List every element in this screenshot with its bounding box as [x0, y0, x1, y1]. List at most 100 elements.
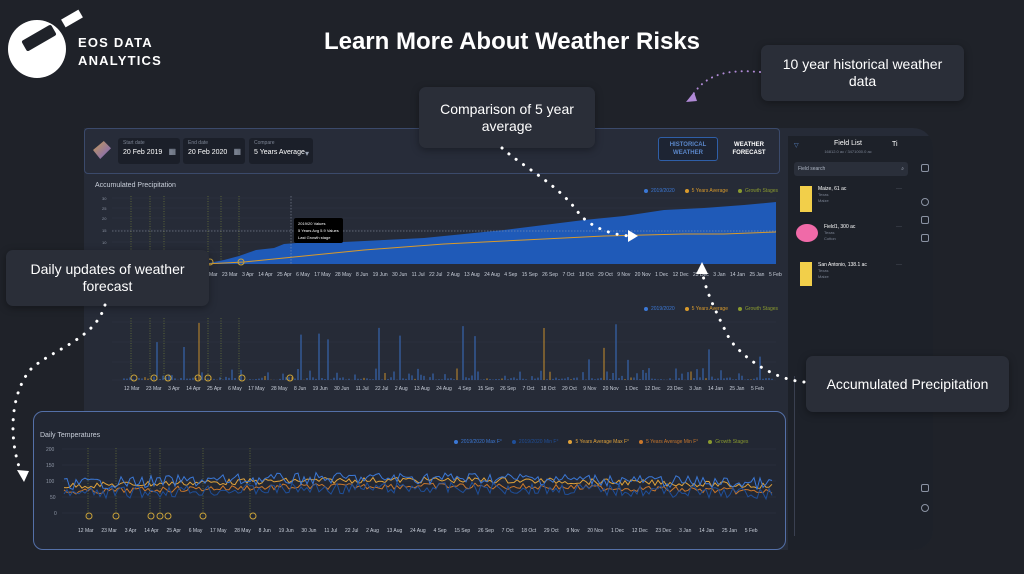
x-tick: 22 Jul: [375, 386, 389, 392]
y-tick: 30: [102, 196, 107, 201]
compare-label: Compare: [254, 140, 275, 146]
legend-item[interactable]: 2019/2020: [644, 306, 675, 312]
more-icon[interactable]: ···: [896, 262, 902, 268]
legend-item[interactable]: 2019/2020 Min F°: [511, 439, 558, 445]
x-tick: 11 Jul: [324, 528, 338, 534]
start-date-field[interactable]: Start date 20 Feb 2019 ▦: [118, 138, 180, 164]
x-tick: 23 Mar: [222, 272, 238, 278]
field-card[interactable]: Field1, 300 ac Texas Cotton: [796, 224, 910, 242]
x-tick: 14 Apr: [144, 528, 159, 534]
x-tick: 30 Jun: [301, 528, 317, 534]
historical-weather-button[interactable]: HISTORICAL WEATHER: [658, 137, 718, 161]
accumulated-precip-chart: 30 25 20 15 10 5: [102, 196, 777, 266]
x-tick: 1 Dec: [655, 272, 669, 278]
legend-item[interactable]: Growth Stages: [737, 188, 779, 194]
grid-icon[interactable]: [921, 234, 929, 242]
x-tick: 28 May: [271, 386, 288, 392]
field-list-title: Field List: [833, 140, 862, 147]
location-icon[interactable]: [921, 198, 929, 206]
legend-item[interactable]: 5 Years Average Max F°: [568, 439, 629, 445]
field-meta: Maize: [818, 274, 829, 279]
x-tick: 9 Nov: [617, 272, 631, 278]
y-tick: 50: [50, 495, 56, 501]
legend-item[interactable]: 5 Years Average: [684, 306, 728, 312]
layers-icon[interactable]: [921, 164, 929, 172]
legend-label: 2019/2020 Max F°: [461, 439, 502, 445]
field-list-subtitle: 16812.0 ac / 3471000.0 ac: [824, 149, 872, 154]
field-meta: Maize: [818, 198, 829, 203]
book-icon[interactable]: [921, 484, 929, 492]
x-tick: 18 Oct: [578, 272, 594, 278]
field-shape-rect: [800, 262, 812, 286]
end-date-field[interactable]: End date 20 Feb 2020 ▦: [183, 138, 245, 164]
x-tick: 23 Dec: [655, 528, 672, 534]
legend-label: 2019/2020: [651, 306, 675, 312]
field-search-input[interactable]: Field search ⌕: [794, 162, 908, 176]
x-tick: 5 Feb: [744, 528, 758, 534]
legend-dot: [644, 307, 648, 311]
search-icon: ⌕: [901, 166, 904, 172]
legend-item[interactable]: Growth Stages: [708, 439, 748, 445]
field-card[interactable]: San Antonio, 138.1 ac Texas Maize: [800, 262, 910, 286]
x-tick: 20 Nov: [634, 272, 651, 278]
legend-item[interactable]: Growth Stages: [737, 306, 778, 312]
legend-dot: [454, 440, 458, 444]
temperature-series-line: [63, 471, 773, 491]
filter-icon[interactable]: ▽: [794, 143, 799, 149]
bell-icon[interactable]: [921, 216, 929, 224]
x-tick: 18 Oct: [540, 386, 556, 392]
x-tick: 24 Aug: [484, 272, 500, 278]
x-tick: 24 Aug: [436, 386, 452, 392]
field-meta: Cotton: [824, 236, 836, 241]
x-tick: 5 Feb: [768, 272, 782, 278]
arrow-historical: [689, 70, 761, 101]
x-tick: 2 Aug: [446, 272, 460, 278]
legend-item[interactable]: 5 Years Average: [684, 188, 728, 194]
x-tick: 14 Apr: [186, 386, 201, 392]
arrowhead-accumulated: [696, 262, 708, 274]
compare-select[interactable]: Compare 5 Years Average ▾: [249, 138, 313, 164]
x-tick: 6 May: [296, 272, 310, 278]
legend-dot: [639, 440, 644, 444]
legend-dot: [568, 440, 573, 444]
tooltip-line: Last Growth stage: [298, 235, 331, 240]
x-tick: 9 Nov: [566, 528, 580, 534]
x-tick: 12 Dec: [631, 528, 648, 534]
accumulated-chart-title: Accumulated Precipitation: [95, 182, 176, 189]
x-tick: 22 Jul: [345, 528, 359, 534]
x-tick: 4 Sep: [504, 272, 518, 278]
x-tick: 3 Jan: [689, 386, 702, 392]
x-tick: 29 Oct: [562, 386, 577, 392]
start-date-label: Start date: [123, 140, 145, 146]
temps-chart-title: Daily Temperatures: [40, 432, 101, 439]
tooltip-line: 5 Years Avg 5.9 Values: [298, 228, 339, 233]
weather-forecast-button[interactable]: WEATHER FORECAST: [732, 142, 766, 156]
x-tick: 28 May: [234, 528, 251, 534]
x-tick: 7 Oct: [562, 272, 575, 278]
start-date-value: 20 Feb 2019: [123, 149, 163, 156]
y-tick: 15: [102, 228, 107, 233]
logo-mark: [8, 20, 66, 78]
more-icon[interactable]: ···: [896, 224, 902, 230]
calendar-icon: ▦: [233, 147, 241, 156]
daily-precip-x-axis: 12 Mar 23 Mar 3 Apr 14 Apr 25 Apr 6 May 17 May…: [124, 386, 764, 392]
x-tick: 4 Sep: [458, 386, 472, 392]
x-tick: 12 Mar: [78, 528, 94, 534]
daily-temperatures-panel: Daily Temperatures 2019/2020 Max F° 2019/…: [33, 411, 786, 550]
x-tick: 25 Jan: [721, 528, 737, 534]
legend-item[interactable]: 5 Years Average Min F°: [639, 439, 698, 445]
x-tick: 24 Aug: [410, 528, 426, 534]
field-card[interactable]: Maize, 61 ac Texas Maize: [800, 186, 910, 212]
collapse-icon[interactable]: Ti: [892, 141, 898, 148]
legend-item[interactable]: 2019/2020 Max F°: [454, 439, 502, 445]
field-meta: Texas: [824, 230, 835, 235]
arrow-daily: [11, 303, 107, 477]
x-tick: 17 May: [210, 528, 227, 534]
gear-icon[interactable]: [921, 504, 929, 512]
legend-label: Growth Stages: [744, 188, 779, 194]
more-icon[interactable]: ···: [896, 186, 902, 192]
legend-item[interactable]: 2019/2020: [644, 188, 675, 194]
y-tick: 25: [102, 206, 107, 211]
x-tick: 6 May: [188, 528, 203, 534]
